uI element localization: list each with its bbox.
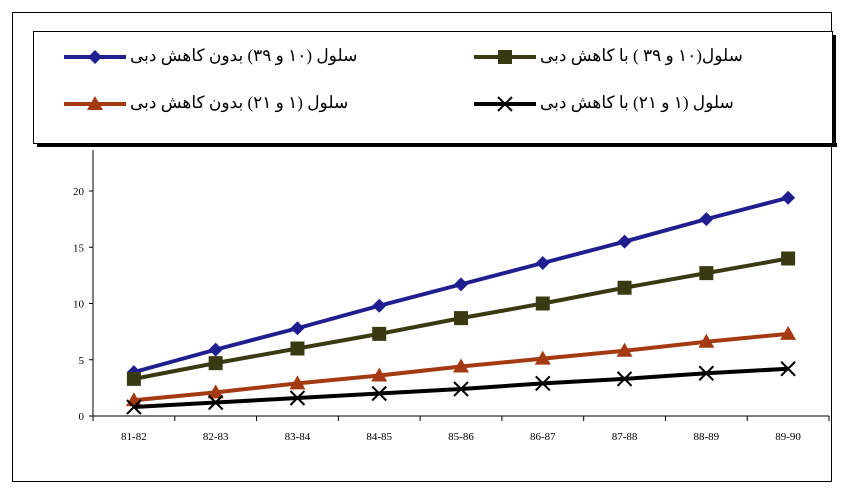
- series-4-point-stroke: [207, 394, 224, 411]
- legend-shadow: [37, 143, 837, 147]
- y-tick-label: 5: [79, 355, 85, 367]
- series-4: [126, 361, 796, 415]
- legend-entry-series-3: سلول (۱ و ۲۱) بدون کاهش دبی: [60, 89, 440, 119]
- series-4-point: [371, 385, 387, 402]
- series-1: [126, 190, 796, 380]
- series-2-point: [208, 356, 223, 371]
- legend-swatch-marker: [498, 50, 512, 64]
- series-3-point: [780, 325, 797, 340]
- legend-entry-series-1: سلول (۱۰ و ۳۹) بدون کاهش دبی: [60, 42, 440, 72]
- series-2-point: [290, 341, 305, 356]
- series-2-point: [617, 280, 632, 295]
- series-4-point-stroke: [453, 381, 469, 397]
- legend-entry-series-4: سلول (۱ و ۲۱) با کاهش دبی: [470, 89, 830, 119]
- series-4-point: [207, 394, 224, 411]
- legend-swatch-marker: [497, 96, 513, 112]
- chart-frame: [12, 12, 832, 482]
- x-tick-label: 81-82: [121, 431, 147, 443]
- series-4-point-stroke: [698, 365, 715, 381]
- legend-entry-series-2: سلول(۱۰ و ۳۹ ) با کاهش دبی: [470, 42, 830, 72]
- x-tick-label: 84-85: [366, 431, 392, 443]
- series-3-point: [371, 367, 388, 382]
- series-4-point-stroke: [371, 385, 387, 402]
- series-3-point: [616, 342, 633, 357]
- series-2-point: [126, 371, 141, 386]
- series-4-point: [535, 375, 551, 392]
- series-2-point: [535, 296, 550, 311]
- series-1-point: [617, 234, 632, 249]
- chart-legend: سلول (۱۰ و ۳۹) بدون کاهش دبی سلول(۱۰ و ۳…: [33, 31, 833, 144]
- series-4-point-stroke: [780, 361, 796, 377]
- series-1-point: [290, 321, 305, 336]
- legend-swatch-marker: [87, 96, 103, 110]
- series-3-point: [207, 384, 224, 399]
- series-4-point: [780, 361, 796, 377]
- series-4-point: [126, 399, 142, 415]
- x-tick-label: 88-89: [693, 431, 719, 443]
- legend-label-series-3: سلول (۱ و ۲۱) بدون کاهش دبی: [130, 93, 349, 112]
- series-4-point-stroke: [616, 371, 633, 387]
- legend-label-series-1: سلول (۱۰ و ۳۹) بدون کاهش دبی: [130, 46, 358, 65]
- legend-swatch-series-2: [474, 50, 536, 64]
- y-tick-label: 20: [73, 186, 85, 198]
- x-tick-label: 86-87: [530, 431, 556, 443]
- y-tick-label: 0: [79, 411, 85, 423]
- series-1-point: [535, 256, 550, 270]
- series-1-point: [454, 277, 468, 292]
- series-1-point: [699, 212, 714, 227]
- series-4-point: [453, 381, 469, 397]
- series-4-point-stroke: [535, 375, 551, 392]
- series-4-point: [698, 365, 715, 381]
- legend-label-series-4: سلول (۱ و ۲۱) با کاهش دبی: [540, 93, 734, 112]
- series-3-point: [453, 358, 469, 373]
- series-3: [125, 325, 797, 407]
- y-tick-label: 10: [73, 299, 85, 311]
- legend-swatch-marker-stroke: [497, 96, 513, 112]
- x-tick-label: 87-88: [612, 431, 638, 443]
- series-1-point: [372, 298, 387, 313]
- legend-swatch-series-3: [64, 96, 126, 110]
- series-2: [126, 251, 796, 386]
- chart-axes: 0 5 10 15 20 81-82 82-83 83-84 84-85 85-86 86-87 87…: [73, 150, 830, 443]
- legend-shadow-right: [832, 35, 836, 147]
- series-1-point: [208, 342, 223, 357]
- legend-swatch-marker: [88, 50, 102, 64]
- series-layer: [125, 190, 797, 415]
- series-4-point: [289, 390, 306, 406]
- y-tick-label: 15: [73, 242, 85, 254]
- legend-label-series-2: سلول(۱۰ و ۳۹ ) با کاهش دبی: [540, 46, 743, 65]
- series-1-point: [781, 190, 796, 205]
- series-4-point-stroke: [289, 390, 306, 406]
- x-tick-label: 82-83: [203, 431, 229, 443]
- series-3-point: [289, 375, 306, 390]
- x-tick-label: 85-86: [448, 431, 474, 443]
- series-2-point: [454, 311, 468, 326]
- legend-swatch-series-4: [474, 96, 536, 112]
- legend-swatch-series-1: [64, 50, 126, 64]
- series-2-point: [781, 251, 796, 266]
- series-2-point: [699, 266, 714, 281]
- series-2-point: [372, 326, 387, 341]
- x-tick-label: 83-84: [285, 431, 311, 443]
- series-4-point: [616, 371, 633, 387]
- x-tick-label: 89-90: [775, 431, 801, 443]
- series-4-point-stroke: [126, 399, 142, 415]
- series-3-point: [698, 333, 715, 348]
- series-3-point: [534, 350, 551, 365]
